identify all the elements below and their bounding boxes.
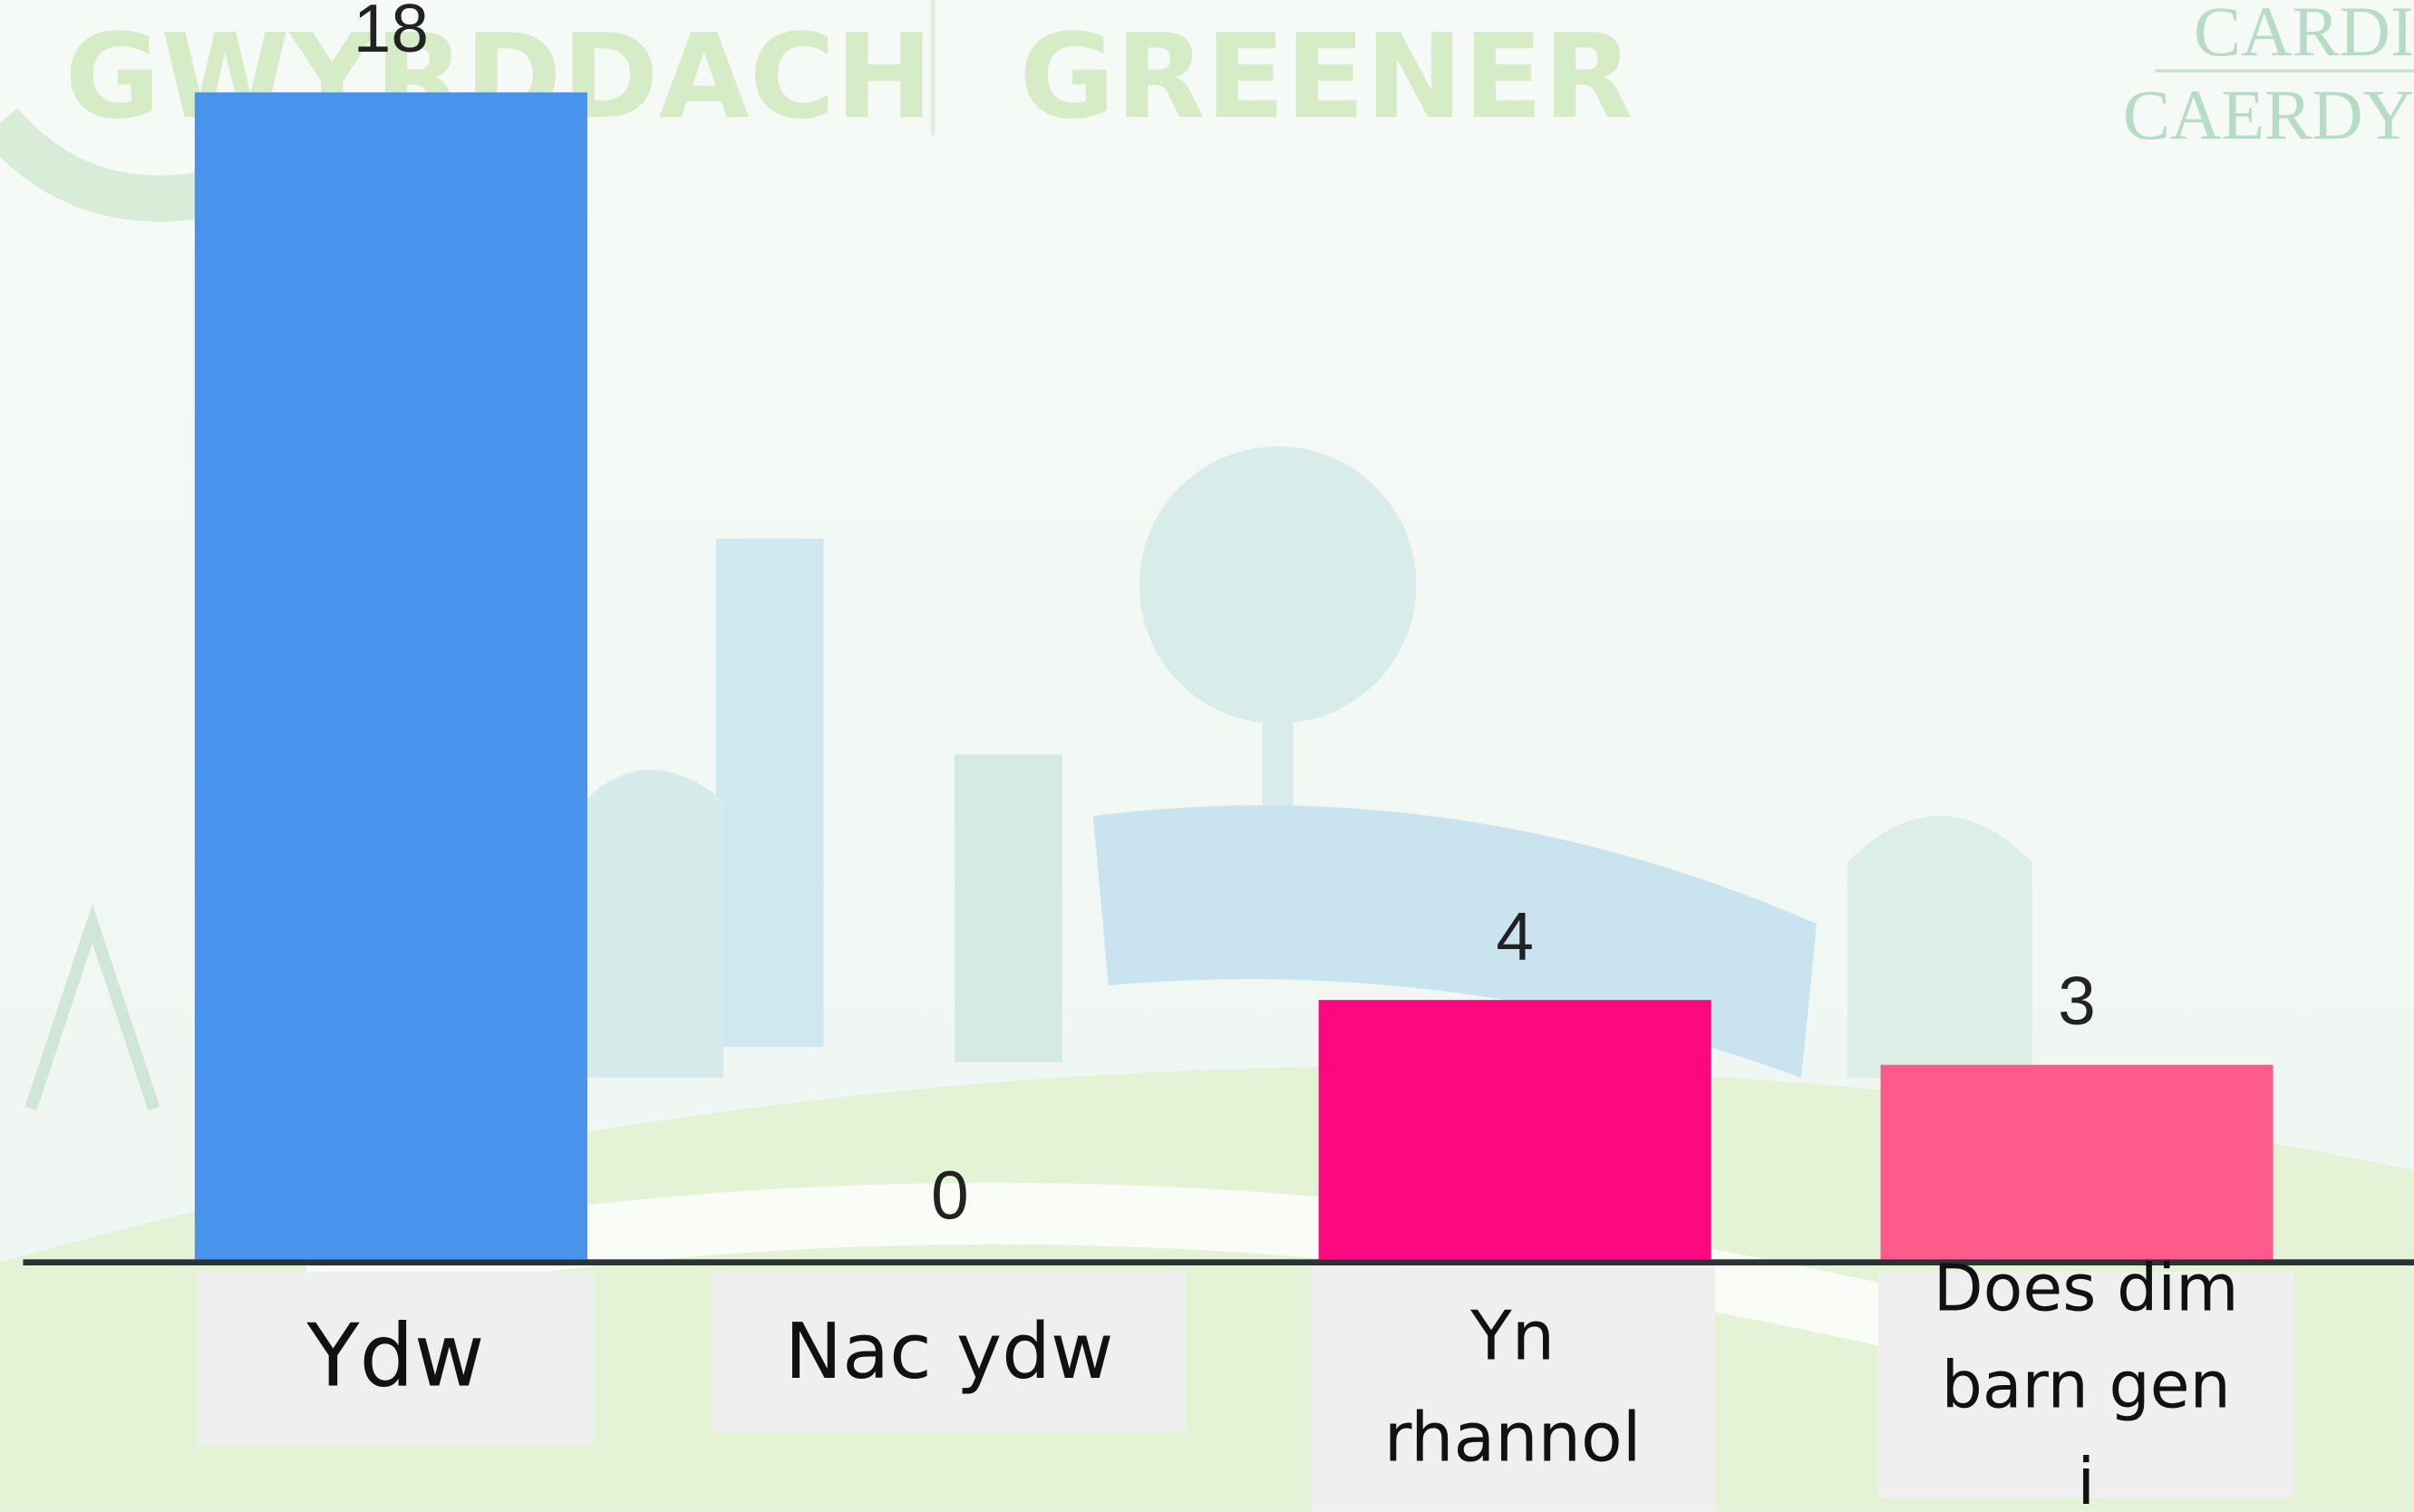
- bar: [195, 92, 587, 1259]
- page: GWYRDDACH GREENER CARDI CAERDY 18043 Ydw…: [0, 0, 2414, 1512]
- x-tick-label: Yn rhannol: [1310, 1265, 1715, 1512]
- value-label: 18: [354, 0, 429, 66]
- bar: [1319, 1000, 1711, 1259]
- value-label: 4: [1496, 897, 1534, 974]
- value-label: 0: [931, 1157, 969, 1233]
- value-label: 3: [2058, 963, 2096, 1039]
- slide: GWYRDDACH GREENER CARDI CAERDY 18043 Ydw…: [0, 0, 2414, 1512]
- background-text: CAERDY: [2123, 75, 2414, 154]
- bar: [1881, 1065, 2273, 1260]
- background-text: GREENER: [1019, 9, 1633, 145]
- x-tick-label: Does dim barn gen i: [1878, 1272, 2294, 1498]
- x-tick-label: Nac ydw: [713, 1272, 1185, 1432]
- x-tick-label: Ydw: [197, 1272, 594, 1444]
- background-text: CARDI: [2194, 0, 2414, 71]
